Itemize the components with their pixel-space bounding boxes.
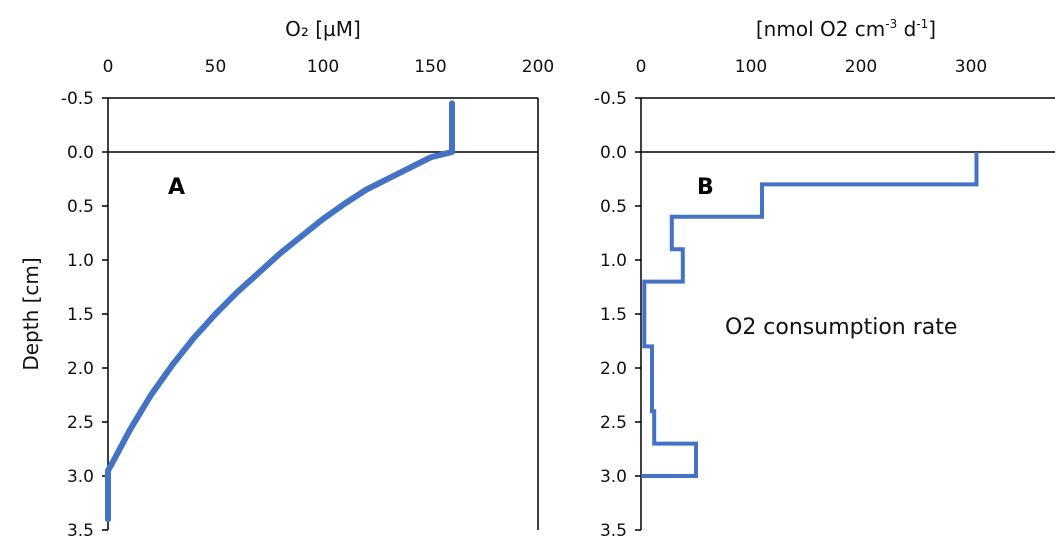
panel-a-y-tick-label: 0.5: [67, 197, 94, 217]
panel-a-y-ticks: -0.5 0.0 0.5 1.0 1.5 2.0 2.5 3.0 3.5: [61, 89, 108, 541]
panel-b-y-ticks: -0.5 0.0 0.5 1.0 1.5 2.0 2.5 3.0 3.5: [594, 89, 641, 541]
panel-a-y-axis-title: Depth [cm]: [19, 257, 43, 370]
panel-b-y-tick-label: 3.0: [600, 467, 627, 487]
panel-a-x-tick-label: 50: [205, 57, 227, 77]
panel-b-y-tick-label: 1.5: [600, 305, 627, 325]
panel-b-y-tick-label: 1.0: [600, 251, 627, 271]
panel-a-o2-profile-line: [105, 100, 455, 523]
panel-a-y-tick-label: 3.0: [67, 467, 94, 487]
panel-b-consumption-rate-line: [641, 152, 979, 478]
panel-b-annotation: O2 consumption rate: [725, 315, 957, 340]
panel-b-x-tick-label: 200: [845, 57, 877, 77]
panel-a-y-tick-label: 1.0: [67, 251, 94, 271]
panel-b-y-tick-label: 2.5: [600, 413, 627, 433]
panel-b-x-ticks: 0 100 200 300: [636, 57, 988, 77]
panel-a-y-tick-label: 0.0: [67, 143, 94, 163]
panel-b: [nmol O2 cm-3 d-1] B O2 consumption rate…: [594, 17, 1055, 541]
panel-a-y-tick-label: -0.5: [61, 89, 94, 109]
panel-b-y-tick-label: 2.0: [600, 359, 627, 379]
panel-a-x-tick-label: 0: [103, 57, 114, 77]
panel-a-x-tick-label: 150: [414, 57, 446, 77]
panel-a-label: A: [168, 175, 185, 200]
panel-a-y-tick-label: 3.5: [67, 521, 94, 541]
panel-a-y-tick-label: 1.5: [67, 305, 94, 325]
panel-a-y-tick-label: 2.5: [67, 413, 94, 433]
panel-a-y-tick-label: 2.0: [67, 359, 94, 379]
panel-b-y-tick-label: 0.5: [600, 197, 627, 217]
panel-b-y-tick-label: -0.5: [594, 89, 627, 109]
panel-b-x-axis-title: [nmol O2 cm-3 d-1]: [756, 17, 936, 41]
panel-a-x-ticks: 0 50 100 150 200: [103, 57, 555, 77]
panel-a-x-axis-title: O₂ [µM]: [285, 17, 361, 41]
panel-a-x-tick-label: 200: [522, 57, 554, 77]
panel-b-label: B: [697, 175, 714, 200]
panel-b-x-tick-label: 0: [636, 57, 647, 77]
panel-b-y-tick-label: 0.0: [600, 143, 627, 163]
panel-b-x-tick-label: 100: [735, 57, 767, 77]
panel-b-y-tick-label: 3.5: [600, 521, 627, 541]
panel-b-x-tick-label: 300: [955, 57, 987, 77]
panel-a-x-tick-label: 100: [307, 57, 339, 77]
panel-a: O₂ [µM] Depth [cm] A 0 50 100 150 200 -0.5 0.…: [19, 17, 554, 541]
